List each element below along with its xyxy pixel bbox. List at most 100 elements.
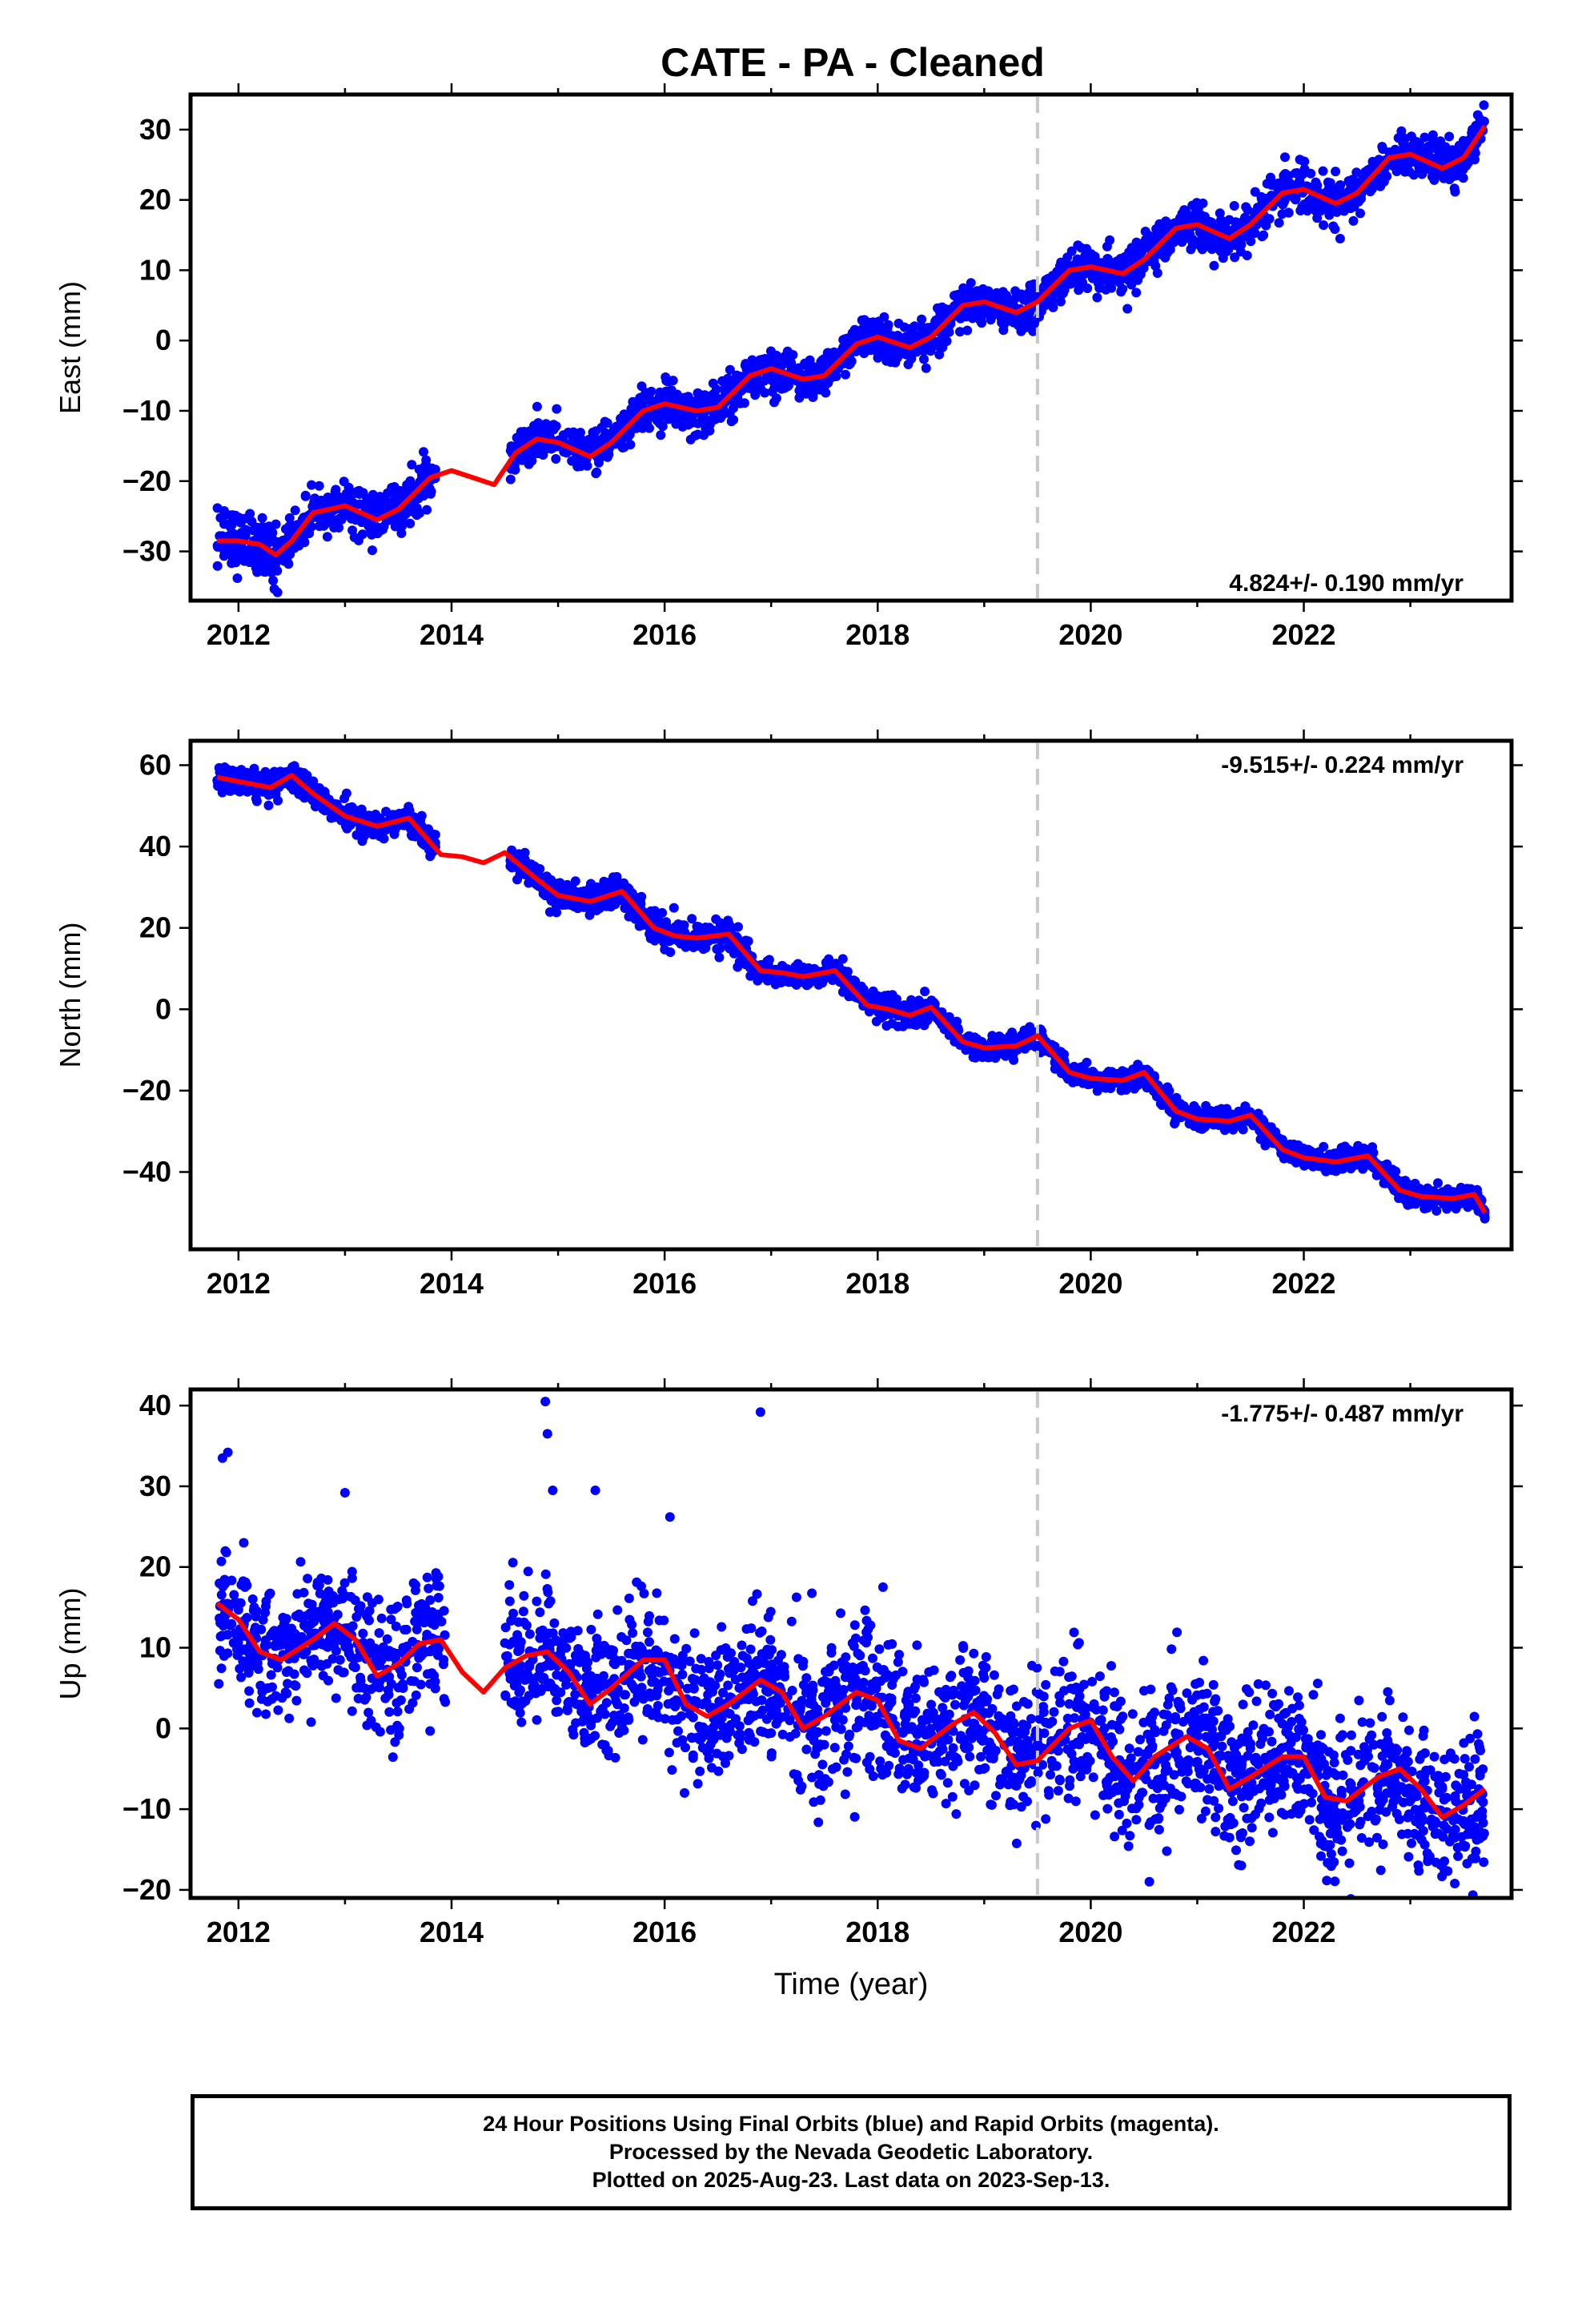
data-point [1312,213,1323,223]
data-point [1048,302,1058,312]
data-point [1417,169,1427,179]
data-point [972,286,982,296]
data-point [890,357,901,368]
data-point [903,360,913,369]
data-point [1106,283,1117,293]
data-point [1088,252,1098,262]
data-point [922,1015,933,1026]
data-point [784,977,794,987]
data-point [879,312,889,322]
data-point [227,510,238,521]
data-point [1379,176,1389,187]
data-point [1217,238,1227,248]
data-point [1114,275,1125,284]
data-point [271,519,281,529]
data-point [1105,235,1115,245]
data-point [986,291,997,301]
data-point [1250,228,1260,238]
data-point [1236,233,1247,243]
data-point [218,513,227,524]
data-point [231,766,242,777]
data-point [290,505,300,516]
data-point [899,322,909,332]
data-point [341,788,351,798]
data-point [375,498,385,509]
data-point [687,417,697,428]
data-point [331,485,341,495]
data-point [648,409,658,420]
data-point [359,832,369,842]
data-point [1277,209,1287,219]
data-point [685,434,696,444]
data-point [1311,177,1321,187]
data-point [284,513,295,523]
data-point [824,954,834,964]
data-point [1103,1067,1114,1076]
data-point [617,443,628,452]
data-point [551,454,561,464]
data-point [1410,144,1420,155]
data-point [1187,200,1198,211]
data-point [229,529,239,539]
data-point [1437,150,1447,160]
data-point [247,517,257,527]
data-point [249,763,259,774]
data-point [1292,168,1303,178]
data-point [1450,187,1460,197]
data-point [1318,166,1328,176]
data-point [1173,229,1183,239]
data-point [743,360,753,370]
data-point [715,918,725,928]
data-point [544,907,555,917]
data-point [725,408,735,419]
data-point [883,320,893,330]
data-point [753,975,763,986]
data-point [265,769,275,779]
data-point [937,304,947,315]
data-point [1319,220,1329,231]
data-point [936,336,946,346]
data-point [1346,203,1356,214]
data-point [257,513,267,523]
data-point [314,521,324,531]
data-point [385,810,396,821]
data-point [1396,126,1407,136]
data-point [962,294,972,304]
data-point [764,955,774,965]
data-point [743,383,753,393]
data-point [1440,142,1451,152]
data-point [239,556,250,566]
data-point [232,573,243,583]
data-point [1311,206,1321,216]
data-point [584,910,595,920]
data-point [300,490,311,501]
data-point [977,318,987,328]
data-point [985,1049,995,1059]
data-point [876,992,886,1003]
data-point [1218,253,1228,263]
data-point [1280,152,1290,163]
data-point [571,434,581,444]
data-point [262,553,272,563]
data-point [1259,230,1269,240]
data-point [405,518,416,529]
data-point [552,404,562,414]
x-tick-label: 2018 [845,618,909,651]
data-point [263,800,274,810]
data-point [731,395,741,405]
data-point [670,922,680,932]
data-point [240,531,251,541]
data-point [294,789,304,799]
y-tick-label: −30 [122,535,171,568]
data-point [240,785,251,795]
data-point [1391,167,1402,176]
data-point [1160,252,1170,263]
data-point [1054,261,1065,271]
data-point [1018,295,1029,305]
data-point [733,922,743,932]
data-point [1347,175,1357,185]
data-point [929,341,939,351]
data-point [1152,268,1162,278]
data-point [343,489,354,499]
